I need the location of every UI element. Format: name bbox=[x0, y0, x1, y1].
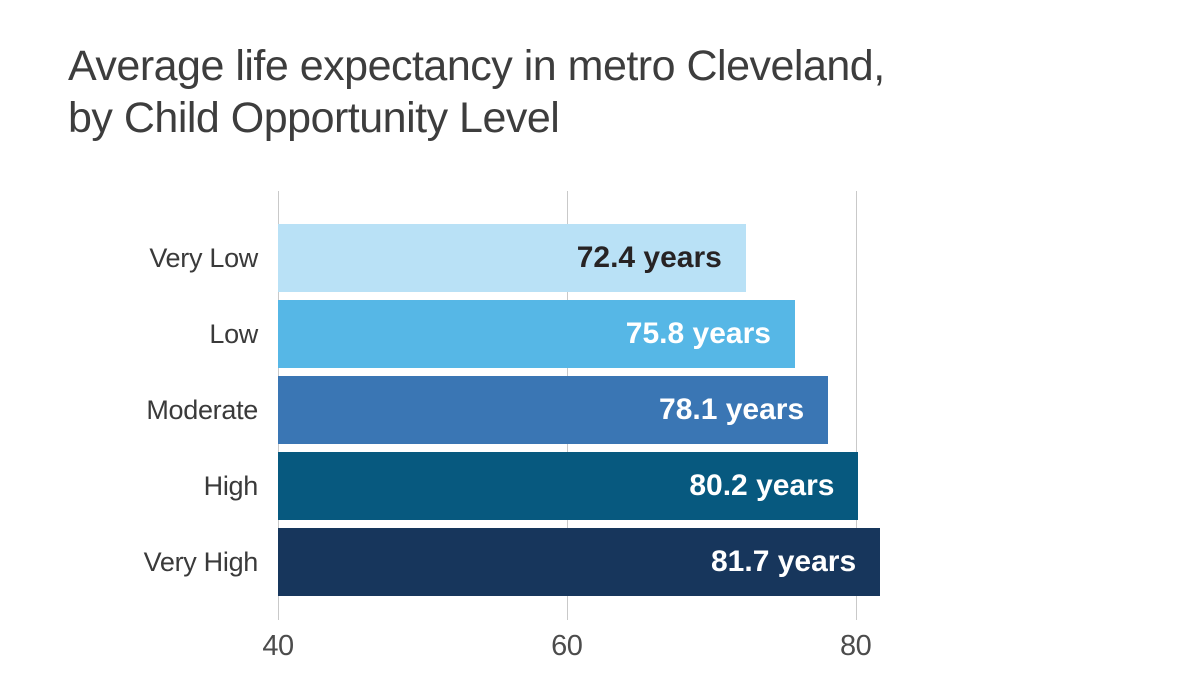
category-label-low: Low bbox=[209, 318, 258, 349]
chart-title-line-1: Average life expectancy in metro Clevela… bbox=[68, 42, 885, 90]
bar-value-label-low: 75.8 years bbox=[625, 317, 771, 350]
chart-title-line-2: by Child Opportunity Level bbox=[68, 94, 560, 142]
bar-high: 80.2 years bbox=[278, 452, 859, 520]
bar-moderate: 78.1 years bbox=[278, 376, 829, 444]
x-tick-label-40: 40 bbox=[262, 630, 294, 662]
x-tick-label-60: 60 bbox=[551, 630, 583, 662]
category-label-very-low: Very Low bbox=[149, 242, 258, 273]
category-label-very-high: Very High bbox=[143, 546, 259, 577]
bar-value-label-moderate: 78.1 years bbox=[659, 393, 805, 426]
category-label-high: High bbox=[203, 470, 259, 501]
category-label-moderate: Moderate bbox=[146, 394, 258, 425]
bar-very-low: 72.4 years bbox=[278, 224, 746, 292]
x-tick-label-80: 80 bbox=[839, 630, 872, 662]
bar-very-high: 81.7 years bbox=[278, 528, 881, 596]
bar-value-label-very-low: 72.4 years bbox=[576, 241, 722, 274]
chart-title: Average life expectancy in metro Clevela… bbox=[68, 40, 885, 144]
bar-low: 75.8 years bbox=[278, 300, 795, 368]
gridline-80 bbox=[855, 191, 857, 620]
bar-value-label-high: 80.2 years bbox=[689, 469, 835, 502]
bar-value-label-very-high: 81.7 years bbox=[711, 545, 857, 578]
